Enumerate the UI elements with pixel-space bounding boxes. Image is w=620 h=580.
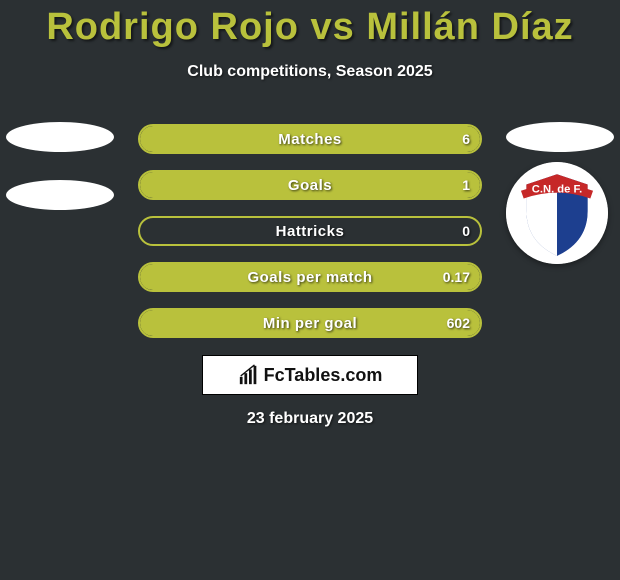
stat-bar: Goals1 (138, 170, 482, 200)
update-date: 23 february 2025 (0, 410, 620, 428)
stat-bar: Min per goal602 (138, 308, 482, 338)
svg-text:C.N. de F.: C.N. de F. (532, 184, 582, 196)
page-subtitle: Club competitions, Season 2025 (0, 63, 620, 81)
placeholder-badge (6, 122, 114, 152)
page-title: Rodrigo Rojo vs Millán Díaz (0, 0, 620, 49)
stats-bars: Matches6Goals1Hattricks0Goals per match0… (138, 124, 482, 338)
stat-bar: Hattricks0 (138, 216, 482, 246)
stat-value-right: 6 (462, 126, 470, 152)
stat-value-right: 1 (462, 172, 470, 198)
brand-text: FcTables.com (264, 365, 383, 386)
stat-label: Goals per match (140, 264, 480, 290)
placeholder-badge (506, 122, 614, 152)
right-player-badges: C.N. de F. (506, 122, 614, 264)
brand-box[interactable]: FcTables.com (202, 355, 418, 395)
stat-label: Matches (140, 126, 480, 152)
shield-icon: C.N. de F. (506, 162, 608, 264)
stat-value-right: 0.17 (443, 264, 470, 290)
chart-icon (238, 364, 260, 386)
stat-value-right: 602 (447, 310, 470, 336)
left-player-badges (6, 122, 114, 210)
club-badge: C.N. de F. (506, 162, 608, 264)
stat-label: Goals (140, 172, 480, 198)
stat-value-right: 0 (462, 218, 470, 244)
stat-label: Hattricks (140, 218, 480, 244)
stat-bar: Goals per match0.17 (138, 262, 482, 292)
placeholder-badge (6, 180, 114, 210)
stat-bar: Matches6 (138, 124, 482, 154)
stat-label: Min per goal (140, 310, 480, 336)
